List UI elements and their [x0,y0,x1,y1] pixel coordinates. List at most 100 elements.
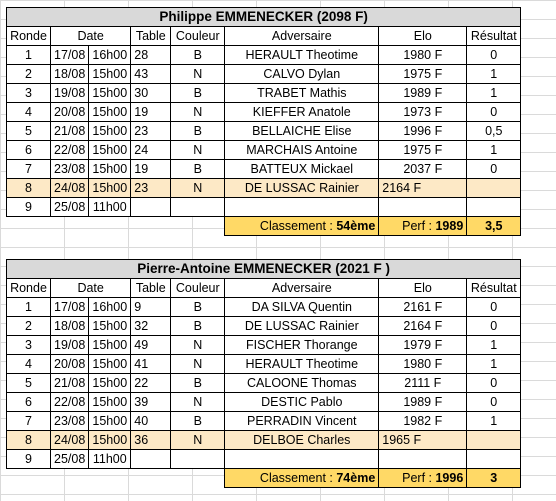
resultat-cell [466,197,522,217]
time-cell: 15h00 [88,316,132,336]
resultat-cell: 1 [466,83,522,103]
resultat-cell: 1 [466,411,522,431]
elo-cell: 1996 F [378,121,468,141]
resultat-cell: 0,5 [466,121,522,141]
date-cell: 17/08 [49,45,90,65]
elo-cell: 1965 F [378,430,468,450]
table-cell: 19 [130,159,172,179]
table-cell: 28 [130,45,172,65]
classement-cell: Classement : 54ème [224,216,380,236]
header-couleur: Couleur [170,278,226,298]
time-cell: 15h00 [88,83,132,103]
time-cell: 15h00 [88,159,132,179]
couleur-cell: B [170,411,226,431]
table-row: 9 25/08 11h00 [6,449,522,469]
elo-cell: 2161 F [378,297,468,317]
date-cell: 20/08 [49,102,90,122]
couleur-cell: N [170,140,226,160]
table-cell: 23 [130,178,172,198]
table-cell: 22 [130,373,172,393]
resultat-cell: 0 [466,159,522,179]
table-title: Philippe EMMENECKER (2098 F) [5,7,522,27]
elo-cell: 2111 F [378,373,468,393]
resultat-cell: 1 [466,140,522,160]
classement-label: Classement : [259,219,337,233]
resultat-cell: 1 [466,64,522,84]
adversaire-cell: DESTIC Pablo [224,392,380,412]
date-cell: 17/08 [49,297,90,317]
table-cell: 19 [130,102,172,122]
header-adversaire: Adversaire [224,26,380,46]
date-cell: 24/08 [49,430,90,450]
resultat-cell: 0 [466,373,522,393]
table-cell [130,449,172,469]
header-table: Table [130,278,172,298]
resultat-cell: 1 [466,354,522,374]
couleur-cell: B [170,45,226,65]
time-cell: 15h00 [88,140,132,160]
adversaire-cell: MARCHAIS Antoine [224,140,380,160]
adversaire-cell: BELLAICHE Elise [224,121,380,141]
table-cell [130,197,172,217]
classement-cell: Classement : 74ème [224,468,380,488]
adversaire-cell: DE LUSSAC Rainier [224,316,380,336]
table-row-highlighted: 8 24/08 15h00 36 N DELBOE Charles 1965 F [6,430,522,450]
ronde-cell: 3 [6,83,51,103]
couleur-cell: N [170,430,226,450]
elo-cell: 1980 F [378,45,468,65]
ronde-cell: 2 [6,64,51,84]
couleur-cell: N [170,102,226,122]
header-couleur: Couleur [170,26,226,46]
ronde-cell: 3 [6,335,51,355]
table-cell: 32 [130,316,172,336]
time-cell: 11h00 [88,197,132,217]
couleur-cell [170,197,226,217]
summary-row: Classement : 74ème Perf : 1996 3 [7,468,522,488]
elo-cell: 2037 F [378,159,468,179]
adversaire-cell: HERAULT Theotime [224,354,380,374]
header-ronde: Ronde [6,278,51,298]
table-cell: 49 [130,335,172,355]
date-cell: 18/08 [49,64,90,84]
elo-cell: 1989 F [378,83,468,103]
elo-cell: 1973 F [378,102,468,122]
ronde-cell: 4 [6,354,51,374]
resultat-cell: 0 [466,392,522,412]
table-title: Pierre-Antoine EMMENECKER (2021 F ) [5,259,522,279]
date-cell: 25/08 [49,449,90,469]
ronde-cell: 5 [6,373,51,393]
adversaire-cell: CALVO Dylan [224,64,380,84]
ronde-cell: 5 [6,121,51,141]
perf-value: 1989 [435,219,464,233]
perf-label: Perf : [402,219,436,233]
ronde-cell: 8 [6,430,51,450]
adversaire-cell: FISCHER Thorange [224,335,380,355]
table-cell: 23 [130,121,172,141]
adversaire-cell [224,449,380,469]
header-elo: Elo [378,26,468,46]
elo-cell [378,449,468,469]
elo-cell: 2164 F [378,316,468,336]
date-cell: 23/08 [49,159,90,179]
resultat-cell [466,449,522,469]
table-cell: 36 [130,430,172,450]
date-cell: 24/08 [49,178,90,198]
time-cell: 16h00 [88,45,132,65]
table-cell: 9 [130,297,172,317]
score-cell: 3,5 [466,216,522,236]
time-cell: 15h00 [88,411,132,431]
time-cell: 15h00 [88,178,132,198]
header-resultat: Résultat [466,26,522,46]
time-cell: 15h00 [88,373,132,393]
ronde-cell: 9 [6,449,51,469]
ronde-cell: 6 [6,140,51,160]
couleur-cell: N [170,354,226,374]
ronde-cell: 1 [6,45,51,65]
table-cell: 39 [130,392,172,412]
